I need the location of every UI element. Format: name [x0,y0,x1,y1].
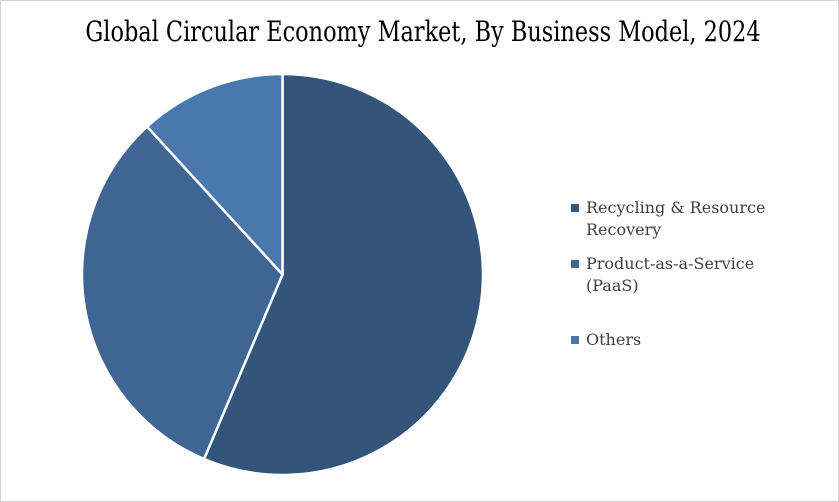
legend-marker-icon [571,204,579,212]
legend-item-product-as-a-service-paas: Product-as-a-Service (PaaS) [571,253,821,297]
legend-marker-icon [571,336,579,344]
chart-title: Global Circular Economy Market, By Busin… [1,15,838,49]
chart-title-text: Global Circular Economy Market, By Busin… [85,15,761,48]
legend-item-recycling-resource-recovery: Recycling & Resource Recovery [571,197,821,241]
legend-item-others: Others [571,329,821,351]
legend-label: Recycling & Resource Recovery [586,198,766,239]
pie-slice-product-as-a-service-paas [80,125,284,461]
legend-label: Product-as-a-Service (PaaS) [586,254,755,295]
legend-marker-icon [571,260,579,268]
pie-slices-group [80,72,485,477]
chart-legend: Recycling & Resource Recovery Product-as-… [571,197,821,351]
legend-label: Others [586,330,642,349]
pie-slice-recycling-resource-recovery [202,72,485,477]
pie-slice-others [145,72,284,276]
